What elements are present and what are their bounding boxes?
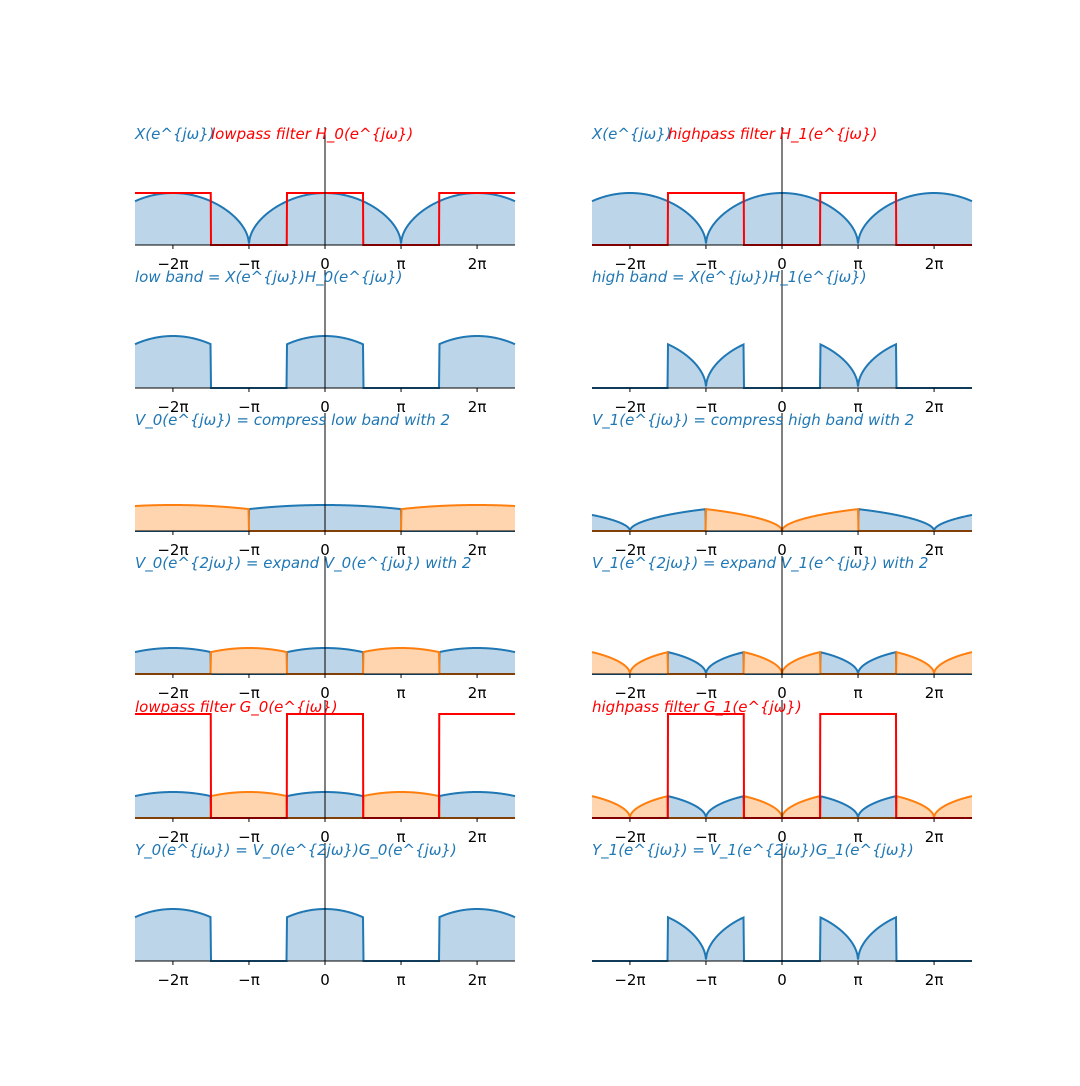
subplot-title-2: highpass filter H_1(e^{jω}) xyxy=(668,125,877,144)
subplot-7: −2π −π 0 π 2π V_0(e^{2jω}) = expand V_0(e^{jω… xyxy=(134,554,516,702)
x-tick-label: −π xyxy=(238,541,260,559)
series-1-fill xyxy=(592,652,972,674)
x-tick-label: −2π xyxy=(157,541,188,559)
x-tick-label: 0 xyxy=(777,971,787,989)
x-tick-label: 2π xyxy=(468,828,487,846)
x-tick-label: π xyxy=(854,255,863,273)
x-tick-label: −π xyxy=(695,398,717,416)
x-tick-label: 2π xyxy=(468,541,487,559)
subplot-title-2: lowpass filter H_0(e^{jω}) xyxy=(211,125,413,144)
x-tick-label: −2π xyxy=(614,255,645,273)
x-tick-label: −π xyxy=(238,255,260,273)
x-tick-label: −π xyxy=(238,828,260,846)
x-tick-label: 2π xyxy=(925,541,944,559)
x-tick-label: −2π xyxy=(614,398,645,416)
subplot-title: low band = X(e^{jω})H_0(e^{jω}) xyxy=(135,268,402,287)
series-1-fill xyxy=(592,917,972,961)
x-tick-label: 2π xyxy=(925,398,944,416)
subplot-title: high band = X(e^{jω})H_1(e^{jω}) xyxy=(592,268,867,287)
x-tick-label: −π xyxy=(695,828,717,846)
x-tick-label: 0 xyxy=(777,398,787,416)
x-tick-label: π xyxy=(397,971,406,989)
subplot-4: −2π −π 0 π 2π high band = X(e^{jω})H_1(e^{jω}… xyxy=(592,268,972,416)
x-tick-label: 2π xyxy=(468,255,487,273)
x-tick-label: −π xyxy=(695,684,717,702)
x-tick-label: 0 xyxy=(320,828,330,846)
subplot-9: −2π −π 0 π 2π lowpass filter G_0(e^{jω}) xyxy=(134,698,516,846)
series-1-fill xyxy=(592,344,972,388)
x-tick-label: −2π xyxy=(157,398,188,416)
subplot-1: −2π −π 0 π 2π X(e^{jω})lowpass filter H_0(e^{… xyxy=(134,125,516,273)
x-tick-label: 0 xyxy=(320,255,330,273)
subplot-12: −2π −π 0 π 2π Y_1(e^{jω}) = V_1(e^{2jω})G_1(e… xyxy=(592,841,972,989)
x-tick-label: −2π xyxy=(614,828,645,846)
x-tick-label: −π xyxy=(238,971,260,989)
x-tick-label: −π xyxy=(695,971,717,989)
x-tick-label: π xyxy=(397,398,406,416)
x-tick-label: 2π xyxy=(925,255,944,273)
x-tick-label: 0 xyxy=(777,541,787,559)
x-tick-label: −2π xyxy=(157,971,188,989)
subplot-title: lowpass filter G_0(e^{jω}) xyxy=(135,698,338,717)
subplot-3: −2π −π 0 π 2π low band = X(e^{jω})H_0(e^{jω}) xyxy=(134,268,516,416)
subplot-title: V_0(e^{2jω}) = expand V_0(e^{jω}) with 2 xyxy=(135,554,471,573)
subplot-8: −2π −π 0 π 2π V_1(e^{2jω}) = expand V_1(e^{jω… xyxy=(591,554,973,702)
subplot-title: V_1(e^{jω}) = compress high band with 2 xyxy=(592,411,914,430)
subplot-title: highpass filter G_1(e^{jω}) xyxy=(592,698,802,717)
x-tick-label: −2π xyxy=(614,971,645,989)
x-tick-label: 0 xyxy=(320,398,330,416)
series-2-fill xyxy=(135,505,515,531)
subplot-title: Y_0(e^{jω}) = V_0(e^{2jω})G_0(e^{jω}) xyxy=(135,841,457,860)
x-tick-label: 2π xyxy=(468,398,487,416)
x-tick-label: 2π xyxy=(468,971,487,989)
x-tick-label: π xyxy=(854,398,863,416)
subplot-title: V_0(e^{jω}) = compress low band with 2 xyxy=(135,411,450,430)
x-tick-label: π xyxy=(397,255,406,273)
subplot-2: −2π −π 0 π 2π X(e^{jω})highpass filter H_1(e^… xyxy=(591,125,973,273)
subplot-title: X(e^{jω}) xyxy=(591,125,672,143)
subplot-title: V_1(e^{2jω}) = expand V_1(e^{jω}) with 2 xyxy=(592,554,928,573)
subplot-10: −2π −π 0 π 2π highpass filter G_1(e^{jω}) xyxy=(591,698,973,846)
x-tick-label: π xyxy=(397,541,406,559)
subplot-title: X(e^{jω}) xyxy=(134,125,215,143)
x-tick-label: −2π xyxy=(614,684,645,702)
x-tick-label: −2π xyxy=(614,541,645,559)
x-tick-label: π xyxy=(854,684,863,702)
x-tick-label: 0 xyxy=(777,828,787,846)
x-tick-label: 0 xyxy=(320,684,330,702)
x-tick-label: 2π xyxy=(925,828,944,846)
x-tick-label: 0 xyxy=(777,255,787,273)
x-tick-label: 0 xyxy=(320,971,330,989)
series-2-fill xyxy=(135,648,515,674)
x-tick-label: π xyxy=(854,541,863,559)
x-tick-label: −π xyxy=(238,684,260,702)
x-tick-label: 2π xyxy=(925,971,944,989)
series-2-fill xyxy=(135,792,515,818)
x-tick-label: −2π xyxy=(157,828,188,846)
subplot-11: −2π −π 0 π 2π Y_0(e^{jω}) = V_0(e^{2jω})G_0(e… xyxy=(134,841,516,989)
x-tick-label: π xyxy=(854,828,863,846)
x-tick-label: π xyxy=(854,971,863,989)
x-tick-label: −π xyxy=(695,541,717,559)
subplot-5: −2π −π 0 π 2π V_0(e^{jω}) = compress low band… xyxy=(134,411,516,559)
x-tick-label: 0 xyxy=(777,684,787,702)
series-1-fill xyxy=(592,796,972,818)
x-tick-label: 2π xyxy=(925,684,944,702)
subplot-title: Y_1(e^{jω}) = V_1(e^{2jω})G_1(e^{jω}) xyxy=(592,841,914,860)
subplot-6: −2π −π 0 π 2π V_1(e^{jω}) = compress high ban… xyxy=(591,411,973,559)
x-tick-label: −π xyxy=(238,398,260,416)
x-tick-label: π xyxy=(397,684,406,702)
x-tick-label: π xyxy=(397,828,406,846)
series-1-fill xyxy=(592,509,972,531)
x-tick-label: −π xyxy=(695,255,717,273)
x-tick-label: 0 xyxy=(320,541,330,559)
x-tick-label: −2π xyxy=(157,255,188,273)
x-tick-label: −2π xyxy=(157,684,188,702)
x-tick-label: 2π xyxy=(468,684,487,702)
